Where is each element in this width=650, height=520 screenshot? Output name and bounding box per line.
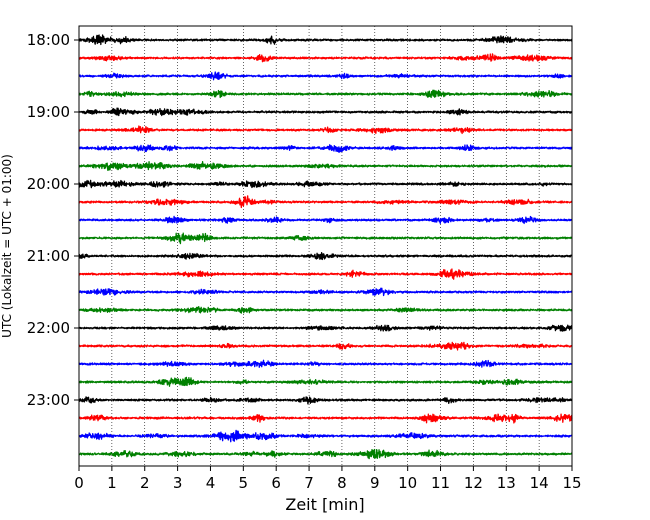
y-axis-ticks: 18:00 19:00 20:00 21:00 22:00 23:00 [27, 31, 79, 409]
seismogram-trace [78, 396, 573, 405]
seismogram-traces [78, 34, 573, 460]
seismogram-trace [78, 376, 573, 387]
seismogram-trace [78, 71, 573, 81]
x-tick-label: 8 [337, 474, 347, 492]
x-tick-label: 13 [497, 474, 516, 492]
x-tick-label: 11 [431, 474, 450, 492]
seismogram-trace [78, 161, 573, 171]
grid-lines [111, 26, 540, 466]
x-tick-label: 4 [206, 474, 216, 492]
seismogram-trace [78, 232, 573, 245]
x-tick-label: 14 [530, 474, 549, 492]
seismogram-trace [78, 448, 573, 460]
y-tick-label: 23:00 [27, 391, 70, 409]
x-tick-label: 15 [562, 474, 581, 492]
seismogram-trace [78, 341, 573, 351]
y-tick-label: 18:00 [27, 31, 70, 49]
seismogram-trace [78, 107, 573, 117]
seismogram-trace [78, 179, 573, 189]
seismogram-trace [78, 359, 573, 368]
x-tick-label: 5 [239, 474, 249, 492]
plot-frame [78, 25, 573, 467]
seismogram-trace [78, 125, 573, 135]
seismogram-trace [78, 34, 573, 46]
x-tick-label: 2 [140, 474, 150, 492]
x-tick-label: 12 [464, 474, 483, 492]
x-axis-label: Zeit [min] [285, 495, 364, 514]
y-tick-label: 22:00 [27, 319, 70, 337]
seismogram-trace [78, 324, 573, 332]
seismogram-trace [78, 306, 573, 314]
x-tick-label: 6 [271, 474, 281, 492]
x-tick-label: 10 [398, 474, 417, 492]
seismogram-trace [78, 268, 573, 280]
seismogram-trace [78, 413, 573, 424]
seismogram-trace [78, 144, 573, 153]
seismogram-trace [78, 252, 573, 261]
y-axis-label: UTC (Lokalzeit = UTC + 01:00) [0, 154, 14, 338]
x-axis-ticks: 0 1 2 3 4 5 6 7 8 9 10 11 12 13 14 15 [74, 466, 582, 492]
x-tick-label: 7 [304, 474, 314, 492]
seismogram-trace [78, 215, 573, 225]
y-tick-label: 21:00 [27, 247, 70, 265]
seismogram-trace [78, 429, 573, 443]
seismogram-trace [78, 287, 573, 297]
x-tick-label: 3 [173, 474, 183, 492]
y-tick-label: 19:00 [27, 103, 70, 121]
y-tick-label: 20:00 [27, 175, 70, 193]
seismogram-trace [78, 53, 573, 63]
x-tick-label: 1 [107, 474, 117, 492]
x-tick-label: 9 [370, 474, 380, 492]
seismogram-trace [78, 195, 573, 209]
seismogram-trace [78, 89, 573, 99]
x-tick-label: 0 [74, 474, 84, 492]
